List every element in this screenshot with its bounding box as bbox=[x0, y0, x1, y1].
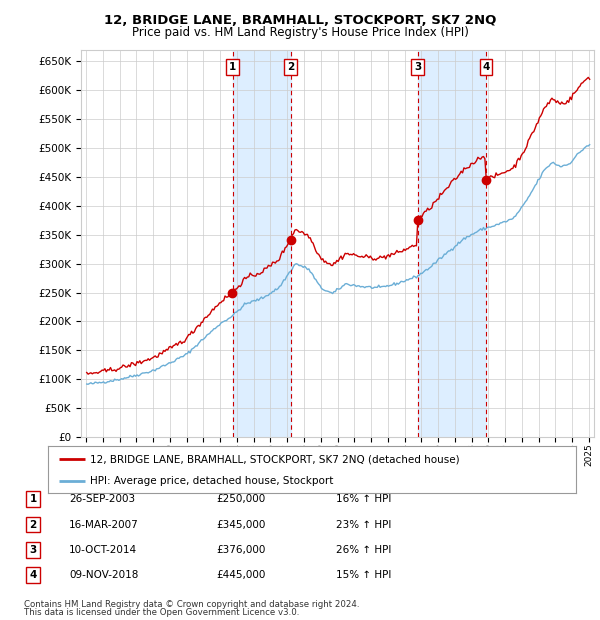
Text: 4: 4 bbox=[482, 62, 490, 72]
Bar bbox=[418, 50, 486, 437]
Text: 3: 3 bbox=[29, 545, 37, 555]
Text: 15% ↑ HPI: 15% ↑ HPI bbox=[336, 570, 391, 580]
Bar bbox=[233, 50, 291, 437]
Text: 2: 2 bbox=[29, 520, 37, 529]
Text: 09-NOV-2018: 09-NOV-2018 bbox=[69, 570, 139, 580]
Text: £250,000: £250,000 bbox=[216, 494, 265, 504]
Text: 26-SEP-2003: 26-SEP-2003 bbox=[69, 494, 135, 504]
Text: 4: 4 bbox=[29, 570, 37, 580]
Text: 3: 3 bbox=[414, 62, 421, 72]
Text: Price paid vs. HM Land Registry's House Price Index (HPI): Price paid vs. HM Land Registry's House … bbox=[131, 26, 469, 39]
Text: £376,000: £376,000 bbox=[216, 545, 265, 555]
Text: 23% ↑ HPI: 23% ↑ HPI bbox=[336, 520, 391, 529]
Text: 16% ↑ HPI: 16% ↑ HPI bbox=[336, 494, 391, 504]
Text: 26% ↑ HPI: 26% ↑ HPI bbox=[336, 545, 391, 555]
Text: £445,000: £445,000 bbox=[216, 570, 265, 580]
Text: This data is licensed under the Open Government Licence v3.0.: This data is licensed under the Open Gov… bbox=[24, 608, 299, 617]
Text: 2: 2 bbox=[287, 62, 295, 72]
Text: 16-MAR-2007: 16-MAR-2007 bbox=[69, 520, 139, 529]
Text: 12, BRIDGE LANE, BRAMHALL, STOCKPORT, SK7 2NQ: 12, BRIDGE LANE, BRAMHALL, STOCKPORT, SK… bbox=[104, 14, 496, 27]
Text: HPI: Average price, detached house, Stockport: HPI: Average price, detached house, Stoc… bbox=[90, 476, 334, 486]
Text: Contains HM Land Registry data © Crown copyright and database right 2024.: Contains HM Land Registry data © Crown c… bbox=[24, 600, 359, 609]
Text: 12, BRIDGE LANE, BRAMHALL, STOCKPORT, SK7 2NQ (detached house): 12, BRIDGE LANE, BRAMHALL, STOCKPORT, SK… bbox=[90, 454, 460, 464]
Text: £345,000: £345,000 bbox=[216, 520, 265, 529]
Text: 10-OCT-2014: 10-OCT-2014 bbox=[69, 545, 137, 555]
Text: 1: 1 bbox=[29, 494, 37, 504]
Text: 1: 1 bbox=[229, 62, 236, 72]
